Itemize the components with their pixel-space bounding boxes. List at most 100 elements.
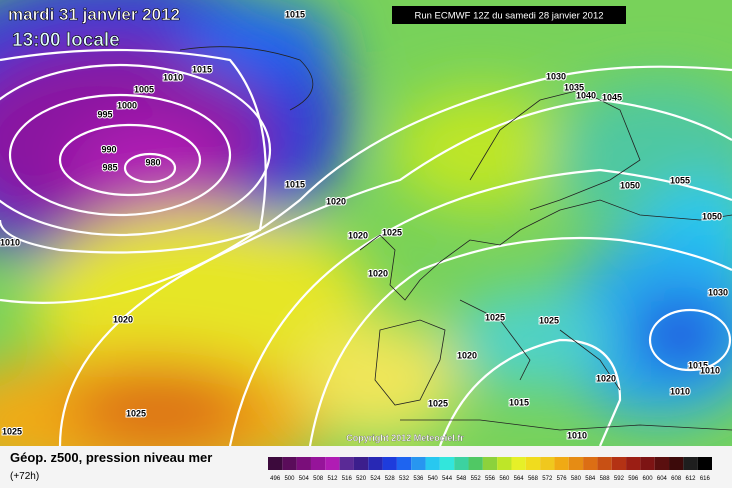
scale-swatch — [325, 457, 340, 470]
scale-swatch — [468, 457, 483, 470]
scale-label: 524 — [370, 476, 381, 482]
scale-swatch — [654, 457, 670, 470]
date: mardi 31 janvier 2012 — [8, 5, 180, 24]
isobar-label: 1020 — [326, 196, 346, 206]
scale-swatch — [482, 457, 498, 470]
scale-label: 532 — [399, 476, 410, 482]
isobar-label: 1020 — [457, 350, 477, 360]
scale-label: 576 — [557, 476, 568, 482]
scale-swatch — [697, 457, 712, 470]
scale-swatch — [310, 457, 326, 470]
scale-label: 540 — [428, 476, 439, 482]
scale-swatch — [268, 457, 283, 470]
run-banner — [392, 6, 626, 24]
scale-swatch — [339, 457, 354, 470]
scale-label: 556 — [485, 476, 496, 482]
scale-label: 516 — [342, 476, 353, 482]
scale-swatch — [454, 457, 469, 470]
isobar-label: 1030 — [546, 71, 566, 81]
isobar-label: 1000 — [117, 100, 137, 110]
isobar-label: 1015 — [688, 360, 708, 370]
legend-title: Géop. z500, pression niveau mer — [10, 450, 212, 465]
isobar-label: 1050 — [702, 211, 722, 221]
isobar-label: 1030 — [708, 287, 728, 297]
isobar-label: 1050 — [620, 180, 640, 190]
scale-label: 512 — [327, 476, 338, 482]
isobar-label: 1010 — [0, 237, 20, 247]
scale-swatch — [683, 457, 698, 470]
scale-label: 560 — [499, 476, 510, 482]
scale-label: 500 — [284, 476, 295, 482]
scale-label: 520 — [356, 476, 367, 482]
scale-label: 544 — [442, 476, 453, 482]
isobar-label: 1025 — [428, 398, 448, 408]
scale-swatch — [583, 457, 598, 470]
scale-label: 616 — [700, 476, 711, 482]
scale-label: 604 — [657, 476, 668, 482]
isobar-label: 1020 — [368, 268, 388, 278]
legend-subtitle: (+72h) — [10, 471, 39, 482]
scale-label: 572 — [542, 476, 553, 482]
scale-swatch — [411, 457, 426, 470]
run: Run ECMWF 12Z du samedi 28 janvier 2012 — [414, 11, 603, 22]
scale-label: 600 — [643, 476, 654, 482]
scale-label: 612 — [686, 476, 697, 482]
isobar-label: 1015 — [509, 397, 529, 407]
isobar-label: 1025 — [2, 426, 22, 436]
isobar-label: 1010 — [163, 72, 183, 82]
isobar-label: 1055 — [670, 175, 690, 185]
scale-swatch — [353, 457, 369, 470]
color-scale: 496 500 504 508 512 516 520 524 528 532 536 540 544 5… — [268, 457, 712, 482]
isobar-label: 1025 — [382, 227, 402, 237]
isobar-label: 1045 — [602, 92, 622, 102]
scale-swatch — [282, 457, 297, 470]
scale-swatch — [296, 457, 311, 470]
scale-swatch — [368, 457, 383, 470]
scale-label: 568 — [528, 476, 539, 482]
isobar-label: 1020 — [113, 314, 133, 324]
isobar-label: 1015 — [285, 179, 305, 189]
isobar-label: 1015 — [192, 64, 212, 74]
scale-label: 588 — [600, 476, 611, 482]
isobar-label: 1025 — [126, 408, 146, 418]
scale-label: 592 — [614, 476, 625, 482]
isobar-label: 995 — [97, 109, 112, 119]
scale-label: 508 — [313, 476, 324, 482]
isobar-label: 1020 — [348, 230, 368, 240]
scale-swatch — [525, 457, 541, 470]
scale-swatch — [382, 457, 397, 470]
scale-swatch — [597, 457, 612, 470]
scale-swatch — [396, 457, 412, 470]
isobar-label: 1035 — [564, 82, 584, 92]
isobar-label: 985 — [102, 162, 117, 172]
scale-swatch — [669, 457, 684, 470]
scale-label: 548 — [456, 476, 467, 482]
scale-swatch — [540, 457, 555, 470]
scale-swatch — [554, 457, 569, 470]
scale-swatch — [511, 457, 526, 470]
isobar-label: 1025 — [485, 312, 505, 322]
scale-swatch — [568, 457, 584, 470]
scale-label: 552 — [471, 476, 482, 482]
scale-swatch — [425, 457, 440, 470]
scale-label: 564 — [514, 476, 525, 482]
isobar-label: 1010 — [700, 365, 720, 375]
copyright: Copyright 2012 Meteociel.fr — [346, 433, 464, 443]
scale-label: 504 — [299, 476, 310, 482]
isobar-label: 1040 — [576, 90, 596, 100]
isobar-label: 1010 — [670, 386, 690, 396]
scale-label: 536 — [413, 476, 424, 482]
scale-label: 528 — [385, 476, 396, 482]
isobar-label: 1020 — [596, 373, 616, 383]
isobar-label: 1015 — [285, 9, 305, 19]
isobar-label: 980 — [145, 157, 160, 167]
scale-label: 608 — [671, 476, 682, 482]
scale-swatch — [497, 457, 512, 470]
scale-swatch — [611, 457, 627, 470]
isobar-label: 1010 — [567, 430, 587, 440]
isobar-label: 1005 — [134, 84, 154, 94]
scale-swatch — [626, 457, 641, 470]
scale-swatch — [640, 457, 655, 470]
